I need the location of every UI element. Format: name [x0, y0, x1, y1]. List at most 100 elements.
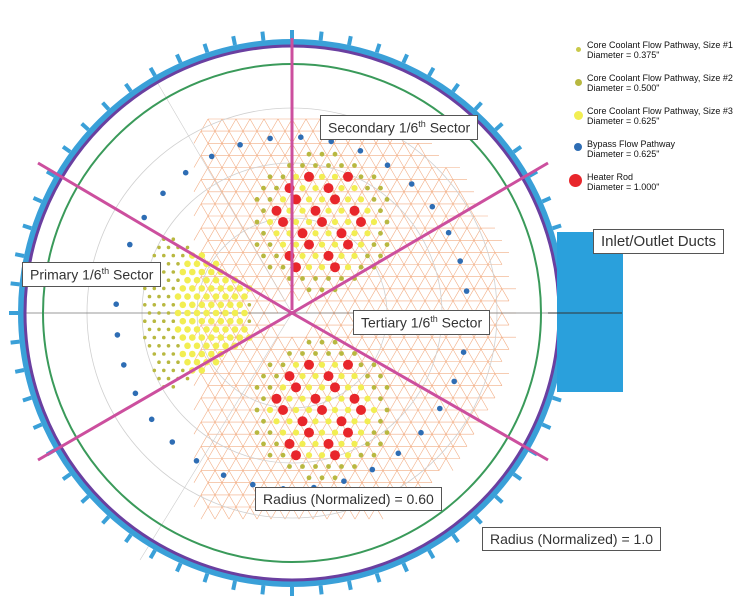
coolant-pathway: [299, 252, 306, 259]
coolant-pathway: [344, 196, 352, 203]
sector-line: [37, 161, 293, 315]
coolant-pathway: [171, 368, 176, 373]
coolant-pathway: [212, 309, 220, 317]
ring-tick: [260, 31, 266, 41]
primary-sector-label: Primary 1/6th Sector: [22, 262, 162, 287]
coolant-pathway: [306, 151, 312, 157]
legend-item-bypass-flow: Bypass Flow Pathway Diameter = 0.625": [570, 139, 748, 163]
ring-tick: [148, 66, 157, 77]
coolant-pathway: [212, 326, 220, 333]
coolant-pathway: [222, 326, 229, 333]
coolant-pathway: [312, 440, 319, 447]
ring-tick: [32, 422, 43, 430]
ring-tick: [14, 252, 25, 258]
ring-tick: [451, 533, 460, 544]
coolant-pathway: [174, 326, 182, 333]
bypass-pathway: [132, 390, 139, 397]
coolant-pathway: [179, 268, 187, 276]
coolant-pathway: [292, 429, 300, 436]
coolant-pathway: [331, 218, 339, 226]
coolant-pathway: [227, 285, 234, 292]
coolant-pathway: [184, 342, 191, 350]
ring-tick: [32, 196, 43, 204]
bypass-pathway: [463, 288, 470, 294]
coolant-pathway: [318, 452, 326, 459]
coolant-pathway: [222, 276, 229, 284]
sector-lines: [37, 38, 549, 462]
ring-tick: [427, 549, 436, 560]
coolant-pathway: [287, 351, 292, 356]
coolant-pathway: [344, 218, 352, 226]
bypass-pathway: [357, 148, 364, 154]
coolant-pathway: [299, 185, 306, 192]
bypass-pathway: [451, 378, 458, 385]
coolant-pathway: [193, 358, 201, 366]
coolant-pathway: [306, 287, 312, 293]
bypass-pathway: [113, 301, 119, 308]
coolant-pathway: [193, 309, 201, 317]
coolant-pathway: [179, 317, 187, 325]
coolant-pathway: [326, 276, 331, 281]
coolant-pathway: [371, 385, 377, 390]
ring-tick: [427, 66, 436, 77]
heater-rod: [304, 239, 314, 250]
coolant-pathway: [227, 317, 234, 325]
coolant-pathway: [273, 230, 280, 237]
legend: Core Coolant Flow Pathway, Size #1 Diame…: [569, 40, 748, 205]
ring-tick: [541, 422, 552, 430]
bypass-pathway: [148, 416, 155, 423]
coolant-pathway: [325, 395, 332, 402]
coolant-pathway: [266, 406, 274, 414]
secondary-sector-label: Secondary 1/6th Sector: [320, 115, 479, 140]
coolant-pathway: [166, 376, 171, 381]
coolant-pathway: [254, 430, 260, 435]
coolant-pathway: [166, 278, 171, 283]
coolant-pathway: [305, 384, 313, 391]
sector-line: [291, 311, 549, 462]
sector-line: [37, 311, 293, 462]
coolant-pathway: [371, 174, 377, 180]
coolant-pathway: [261, 441, 266, 447]
coolant-pathway: [371, 197, 377, 202]
coolant-pathway: [166, 262, 171, 266]
coolant-pathway: [162, 253, 166, 258]
coolant-pathway: [171, 237, 176, 241]
coolant-pathway: [384, 197, 390, 202]
bypass-pathway: [429, 203, 436, 210]
coolant-pathway: [384, 385, 390, 390]
coolant-pathway: [312, 418, 319, 425]
ring-tick: [45, 169, 56, 178]
coolant-pathway: [358, 264, 364, 270]
coolant-pathway: [162, 368, 166, 373]
inlet-outlet-duct: [548, 232, 623, 392]
ring-tick: [231, 580, 237, 591]
coolant-pathway: [267, 264, 273, 270]
legend-marker: [574, 143, 582, 151]
coolant-pathway: [208, 285, 215, 292]
coolant-pathway: [222, 309, 229, 317]
coolant-pathway: [193, 260, 201, 268]
coolant-pathway: [267, 197, 273, 202]
bypass-pathway: [418, 429, 424, 436]
heater-rod: [317, 405, 327, 415]
coolant-pathway: [222, 342, 229, 350]
coolant-pathway: [351, 418, 358, 425]
coolant-pathway: [339, 351, 344, 356]
coolant-pathway: [325, 230, 332, 237]
coolant-pathway: [157, 311, 161, 315]
coolant-pathway: [193, 342, 201, 350]
ring-tick: [80, 494, 90, 504]
coolant-pathway: [326, 464, 331, 469]
coolant-pathway: [299, 207, 306, 214]
coolant-pathway: [176, 360, 180, 365]
bypass-pathway: [384, 162, 391, 168]
bypass-pathway: [408, 181, 415, 187]
ring-tick: [231, 35, 237, 46]
coolant-pathway: [254, 197, 260, 202]
coolant-pathway: [287, 464, 292, 469]
coolant-pathway: [365, 373, 370, 379]
coolant-pathway: [179, 350, 187, 358]
coolant-pathway: [227, 334, 234, 341]
coolant-pathway: [279, 384, 287, 391]
coolant-pathway: [198, 350, 206, 358]
